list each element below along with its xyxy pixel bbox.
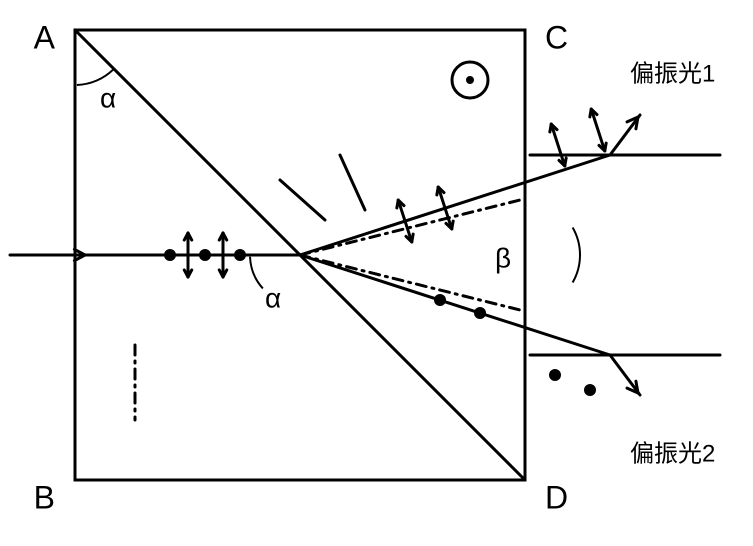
corner-label-A: A xyxy=(34,19,56,55)
refracted-ray-2 xyxy=(300,255,610,355)
corner-label-D: D xyxy=(545,479,568,515)
angle-arc-beta xyxy=(573,228,580,283)
diagram-svg: A B C Dα α β 偏振光1 偏振光2 xyxy=(0,0,753,546)
optic-axis-line-down xyxy=(300,255,520,310)
ray-label-pol2: 偏振光2 xyxy=(630,440,715,467)
polarization-dot xyxy=(549,369,561,381)
polarization-dot xyxy=(434,294,446,306)
optic-axis-line-up xyxy=(300,200,520,255)
corner-label-B: B xyxy=(34,479,55,515)
angle-label-alpha-mid: α xyxy=(265,282,281,313)
angle-label-beta: β xyxy=(495,242,511,273)
angle-label-alpha-top: α xyxy=(100,82,116,113)
polarization-dot xyxy=(584,384,596,396)
polarization-dot xyxy=(234,249,246,261)
polarization-dot xyxy=(474,307,486,319)
corner-label-C: C xyxy=(545,19,568,55)
polarization-dot xyxy=(199,249,211,261)
polarization-dot xyxy=(164,249,176,261)
ray-label-pol1: 偏振光1 xyxy=(630,60,715,87)
angle-arc-alpha-mid xyxy=(250,257,263,289)
